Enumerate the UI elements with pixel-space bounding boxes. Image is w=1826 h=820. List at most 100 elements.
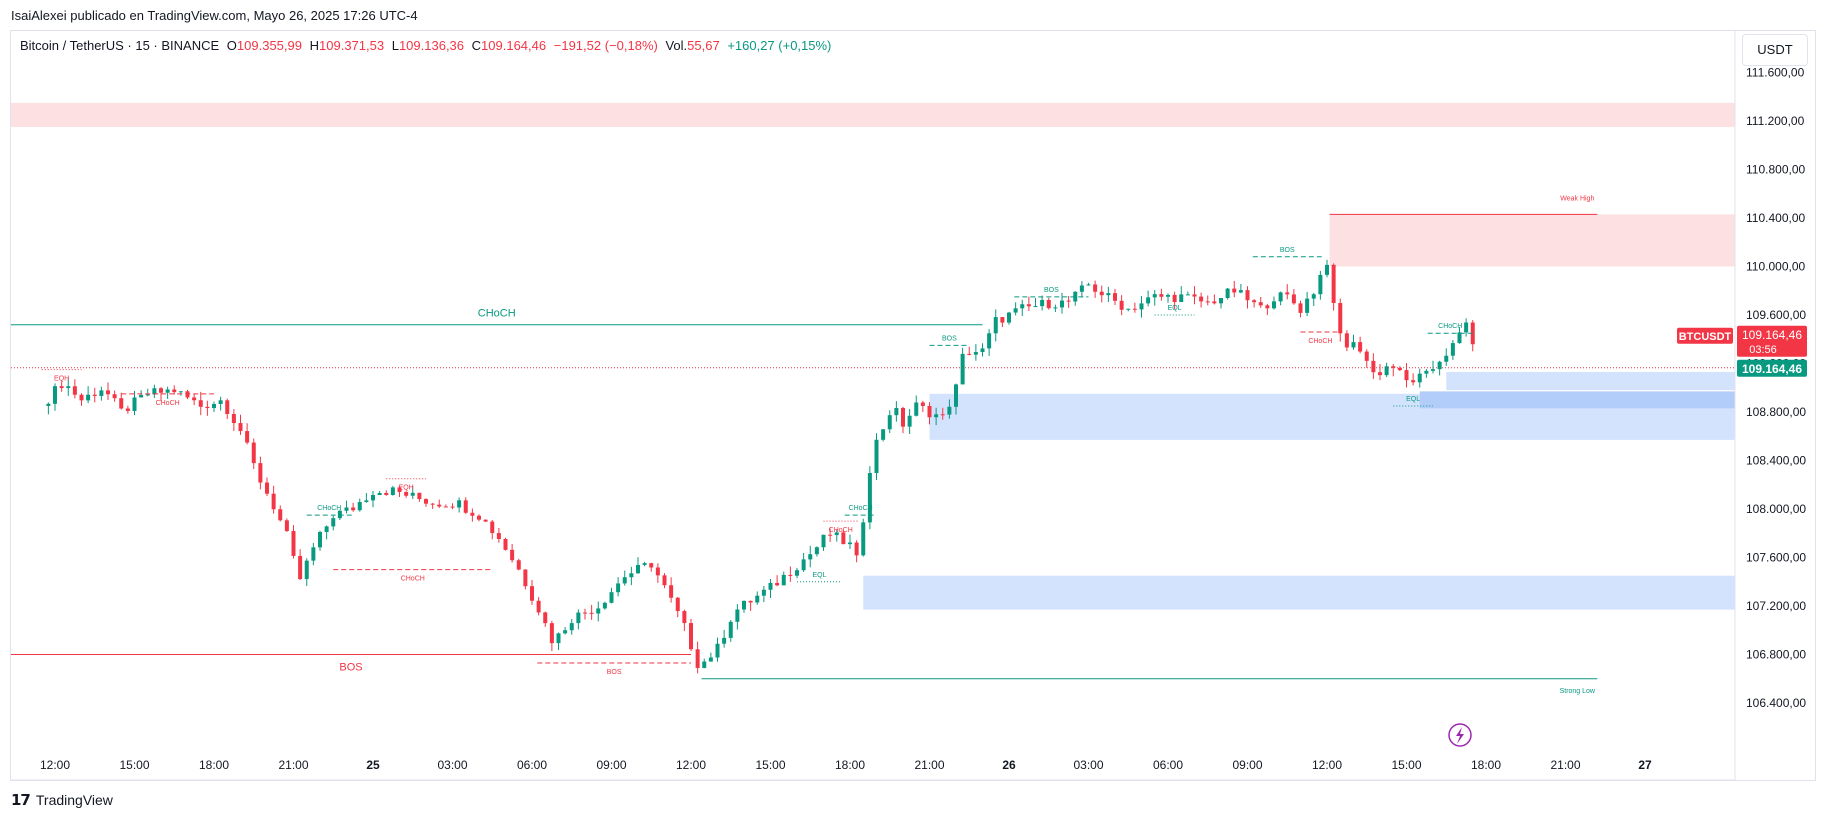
structure-label-choch: CHoCH [156, 400, 180, 407]
candle-body [1205, 301, 1210, 303]
y-tick-label: 106.400,00 [1746, 696, 1806, 710]
candle-body [1093, 284, 1098, 292]
candle-body [443, 506, 448, 508]
candle-body [86, 394, 91, 401]
candle-body [1371, 360, 1376, 373]
y-tick-label: 107.600,00 [1746, 551, 1806, 565]
volume-value: 55,67 [687, 38, 720, 53]
candle-body [728, 621, 733, 638]
symbol-title[interactable]: Bitcoin / TetherUS · 15 · BINANCE [20, 38, 220, 53]
candle-body [927, 405, 932, 418]
candle-body [311, 547, 316, 561]
zone-demand-3 [863, 575, 1735, 610]
candle-body [344, 507, 349, 511]
x-tick-label: 21:00 [1550, 758, 1580, 772]
candle-body [881, 429, 886, 440]
candle-body [1086, 284, 1091, 286]
candle-body [742, 600, 746, 610]
candle-body [251, 442, 256, 464]
candle-body [907, 415, 912, 427]
volume-change: +160,27 (+0,15%) [727, 38, 832, 53]
footer-brand[interactable]: 𝟭𝟳 TradingView [11, 791, 113, 809]
structure-label-bos: BOS [607, 669, 622, 676]
candle-body [457, 500, 462, 508]
candle-body [298, 555, 303, 580]
candle-body [516, 560, 521, 570]
candle-body [655, 567, 660, 576]
candle-body [1344, 333, 1349, 348]
published-by-text: IsaiAlexei publicado en TradingView.com,… [11, 8, 418, 23]
candle-body [1166, 294, 1170, 297]
zone-demand-4 [1446, 371, 1735, 391]
candle-body [1026, 304, 1031, 307]
candle-body [675, 597, 680, 612]
candle-body [1007, 312, 1011, 323]
candle-body [993, 317, 998, 334]
candle-body [662, 575, 667, 586]
structure-label-eqh: EQH [54, 376, 69, 383]
candle-body [887, 415, 892, 430]
structure-label-bos: BOS [942, 335, 957, 342]
x-tick-label: 18:00 [835, 758, 865, 772]
candle-body [563, 630, 568, 634]
x-tick-label: 18:00 [199, 758, 229, 772]
candle-body [139, 394, 144, 398]
candle-body [417, 492, 422, 500]
candle-body [1139, 303, 1144, 310]
candle-body [920, 402, 925, 406]
candle-body [119, 398, 124, 409]
candle-body [212, 403, 216, 409]
candle-body [894, 408, 899, 416]
bar-countdown: 03:56 [1749, 344, 1777, 356]
candle-body [1364, 351, 1369, 361]
candle-body [569, 623, 574, 631]
y-tick-label: 109.600,00 [1746, 308, 1806, 322]
candle-body [748, 600, 753, 603]
candle-body [172, 389, 177, 393]
structure-label-choch: CHoCH [1438, 323, 1462, 330]
structure-label-choch: CHoCH [478, 308, 516, 320]
x-tick-label: 25 [366, 758, 380, 772]
candle-body [602, 602, 607, 609]
structure-label-eql: EQL [1168, 305, 1182, 312]
candle-body [205, 406, 210, 409]
lightning-icon[interactable] [1448, 723, 1472, 747]
candle-body [1325, 264, 1329, 275]
candle-body [1305, 298, 1310, 313]
candle-body [1159, 294, 1164, 297]
x-tick-label: 26 [1002, 758, 1016, 772]
close-price-tag-value: 109.164,46 [1742, 362, 1802, 376]
candle-body [510, 549, 515, 561]
candle-body [265, 482, 269, 494]
candle-body [331, 518, 336, 527]
candle-body [1444, 355, 1449, 362]
candle-body [1397, 367, 1402, 371]
close-label: C [471, 38, 482, 53]
candle-body [1450, 343, 1455, 356]
candle-body [808, 554, 813, 560]
candle-body [1040, 299, 1045, 307]
candle-body [755, 595, 760, 603]
candle-body [549, 623, 554, 644]
candle-body [245, 431, 250, 443]
candle-body [278, 509, 283, 521]
candle-body [384, 492, 389, 496]
candle-body [1358, 342, 1363, 352]
candle-body [1033, 306, 1038, 308]
swing-label-weak-high: Weak High [1560, 195, 1594, 202]
candle-body [682, 611, 687, 624]
candle-body [934, 414, 939, 418]
currency-button[interactable]: USDT [1742, 34, 1808, 66]
candle-body [1132, 308, 1137, 310]
candle-body [960, 353, 965, 385]
candle-body [1225, 288, 1230, 299]
candle-body [1265, 305, 1270, 309]
candle-body [848, 542, 852, 545]
candle-body [470, 512, 475, 516]
tradingview-logo-icon: 𝟭𝟳 [11, 792, 31, 809]
candle-body [1179, 294, 1184, 303]
candle-body [1424, 370, 1429, 374]
zone-supply-1 [1329, 214, 1735, 267]
candle-body [1020, 304, 1025, 309]
